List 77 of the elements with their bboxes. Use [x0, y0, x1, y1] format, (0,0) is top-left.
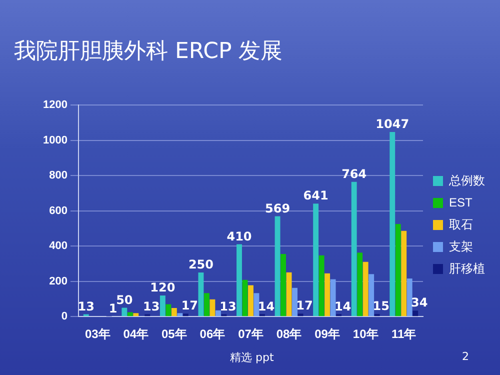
bar — [198, 272, 204, 316]
data-label: 569 — [265, 201, 290, 216]
bar — [368, 274, 374, 316]
x-tick-label: 06年 — [200, 327, 226, 342]
data-label: 14 — [258, 299, 275, 314]
data-label: 120 — [150, 280, 176, 295]
x-tick-label: 11年 — [392, 327, 416, 342]
bar — [324, 273, 330, 316]
data-label: 13 — [220, 299, 236, 314]
data-label: 17 — [181, 298, 198, 313]
text: 2 — [462, 350, 469, 363]
x-tick-label: 05年 — [161, 327, 187, 342]
data-label: 641 — [303, 188, 328, 203]
data-label: 1047 — [376, 117, 410, 132]
bar — [210, 299, 216, 316]
legend-label: 取石 — [449, 217, 473, 232]
bar — [395, 224, 401, 316]
y-tick-label: 1000 — [42, 134, 68, 146]
bar — [412, 310, 418, 316]
y-tick-label: 1200 — [42, 99, 68, 112]
data-label: 410 — [226, 229, 252, 244]
y-tick-label: 400 — [49, 240, 68, 252]
data-label: 17 — [296, 298, 313, 313]
bar — [351, 182, 357, 316]
bar — [374, 314, 380, 316]
bar — [286, 272, 292, 316]
bar — [390, 132, 396, 316]
bar — [401, 230, 407, 316]
data-label: 13 — [78, 299, 94, 314]
bar — [215, 310, 221, 316]
x-tick-label: 09年 — [314, 327, 340, 342]
bar — [248, 285, 254, 316]
bar — [298, 314, 304, 316]
x-tick-label: 10年 — [352, 327, 378, 342]
legend-label: 肝移植 — [449, 261, 485, 276]
bar — [122, 308, 128, 316]
x-tick-label: 07年 — [238, 327, 264, 342]
bar — [236, 244, 242, 316]
bar — [171, 308, 177, 316]
data-label: 764 — [342, 167, 367, 182]
bar — [330, 279, 336, 316]
data-label: 1 — [108, 302, 118, 316]
x-tick-label: 08年 — [276, 327, 302, 342]
x-tick-label: 03年 — [84, 327, 110, 342]
legend-label: 支架 — [449, 239, 473, 254]
data-label: 14 — [334, 299, 352, 314]
legend-label: 总例数 — [448, 173, 485, 188]
bar — [127, 312, 133, 316]
bar — [313, 204, 319, 316]
data-label: 13 — [143, 299, 160, 314]
data-label: 50 — [116, 292, 133, 307]
bar — [242, 280, 248, 316]
bar — [274, 216, 280, 316]
legend-label: EST — [449, 195, 474, 210]
y-tick-label: 600 — [49, 204, 68, 217]
bar — [254, 293, 260, 316]
bar — [280, 254, 286, 316]
data-label: 250 — [188, 258, 214, 272]
data-label: 15 — [372, 299, 390, 314]
y-tick-label: 800 — [49, 170, 68, 182]
bar — [177, 313, 183, 316]
bar — [133, 313, 139, 316]
y-tick-label: 0 — [61, 310, 68, 323]
bar — [406, 278, 412, 316]
x-tick-label: 04年 — [123, 327, 149, 342]
data-label: 34 — [410, 296, 428, 310]
bar — [182, 314, 188, 316]
text: 精选 ppt — [230, 350, 274, 365]
chart-title: 我院肝胆胰外科 ERCP 发展 — [14, 38, 283, 66]
bar — [292, 288, 298, 316]
bar — [204, 293, 210, 316]
bar — [160, 295, 166, 316]
bar — [166, 304, 172, 316]
y-tick-label: 200 — [49, 275, 68, 288]
bar — [318, 255, 324, 316]
bar — [362, 262, 368, 316]
bar — [357, 252, 363, 316]
